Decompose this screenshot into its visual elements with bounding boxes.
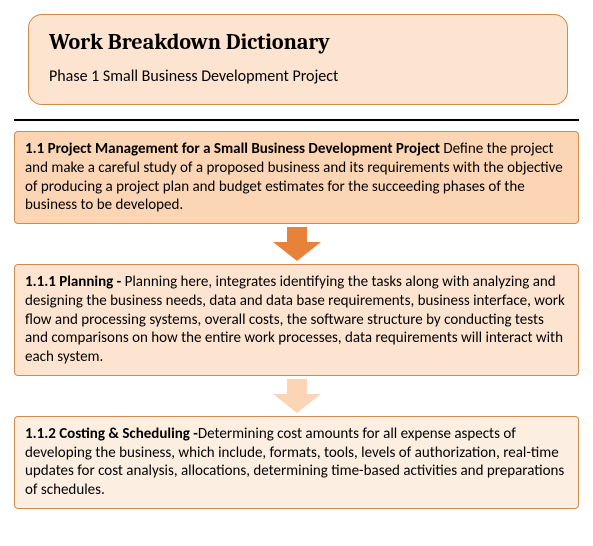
section-divider [14,119,579,121]
header-box: Work Breakdown Dictionary Phase 1 Small … [28,14,568,105]
step-lead: 1.1.2 Costing & Scheduling - [25,425,198,443]
down-arrow-icon [273,227,321,261]
step-box-3: 1.1.2 Costing & Scheduling -Determining … [14,416,579,509]
step-lead: 1.1 Project Management for a Small Busin… [25,140,440,158]
page-title: Work Breakdown Dictionary [49,29,547,55]
step-lead: 1.1.1 Planning - [25,273,121,291]
step-box-1: 1.1 Project Management for a Small Busin… [14,131,579,224]
flow-arrow-2 [14,379,579,413]
page-subtitle: Phase 1 Small Business Development Proje… [49,67,547,86]
flow-arrow-1 [14,227,579,261]
step-box-2: 1.1.1 Planning - Planning here, integrat… [14,264,579,376]
down-arrow-icon [273,379,321,413]
